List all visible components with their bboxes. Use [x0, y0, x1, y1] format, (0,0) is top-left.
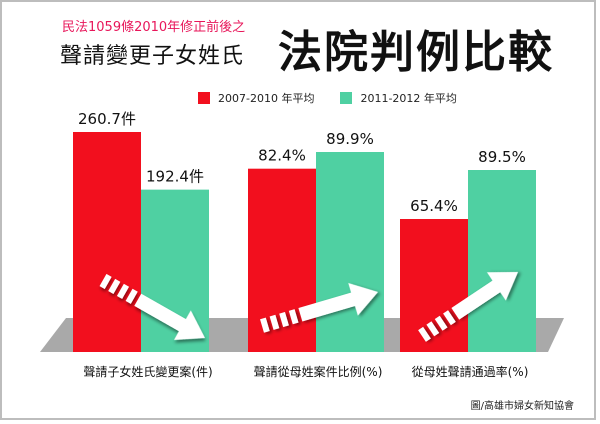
arrow-up-icon	[418, 272, 518, 342]
bar-value-label: 89.9%	[326, 130, 374, 148]
chart-title: 法院判例比較	[278, 27, 554, 78]
title-line-1: 民法1059條2010年修正前後之	[62, 20, 246, 35]
category-label: 從母姓聲請通過率(%)	[412, 364, 529, 379]
legend-swatch-red	[198, 92, 210, 104]
legend: 2007-2010 年平均 2011-2012 年平均	[198, 90, 457, 106]
arrow-up-icon	[260, 282, 378, 333]
category-label: 聲請子女姓氏變更案(件)	[83, 364, 212, 379]
legend-item-2011-2012: 2011-2012 年平均	[340, 90, 457, 106]
bar-value-label: 89.5%	[478, 148, 526, 166]
bar-value-label: 192.4件	[146, 168, 204, 186]
legend-item-2007-2010: 2007-2010 年平均	[198, 90, 314, 106]
legend-swatch-green	[340, 92, 353, 104]
legend-label: 2011-2012 年平均	[360, 92, 457, 105]
category-label: 聲請從母姓案件比例(%)	[254, 364, 383, 379]
bar-value-label: 260.7件	[78, 110, 136, 128]
title-line-2: 聲請變更子女姓氏	[60, 44, 245, 69]
credit: 圖/高雄市婦女新知協會	[470, 401, 574, 412]
bar-value-label: 82.4%	[258, 147, 306, 165]
bar-value-label: 65.4%	[410, 197, 458, 215]
bar	[248, 168, 316, 352]
legend-label: 2007-2010 年平均	[218, 92, 315, 105]
bar	[468, 170, 536, 352]
bar	[316, 152, 384, 352]
arrow-down-icon	[99, 273, 205, 340]
bar	[73, 132, 141, 352]
